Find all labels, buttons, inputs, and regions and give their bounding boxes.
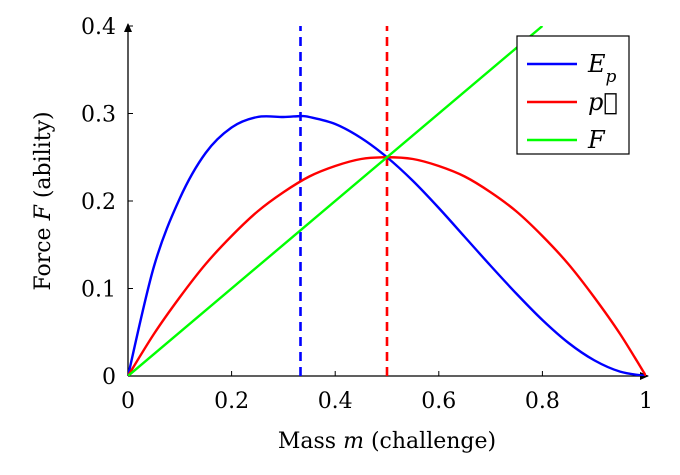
y-axis-label: Force F (ability) [31, 111, 56, 290]
x-tick-label: 0.6 [421, 389, 456, 414]
y-tick-label: 0.4 [81, 15, 116, 40]
legend-label: Ep [587, 50, 617, 87]
y-tick-label: 0 [102, 365, 116, 390]
x-tick-label: 0.8 [525, 389, 560, 414]
x-ticks: 0 0.2 0.4 0.6 0.8 1 [121, 371, 653, 414]
y-axis [124, 23, 132, 376]
series-line-2 [128, 26, 544, 376]
x-tick-label: 1 [639, 389, 653, 414]
legend-box [516, 35, 630, 155]
legend-label: F [587, 126, 606, 154]
x-tick-label: 0.2 [214, 389, 249, 414]
y-tick-label: 0.1 [81, 278, 116, 303]
x-tick-label: 0 [121, 389, 135, 414]
legend-label: p⃗ [588, 88, 618, 116]
y-tick-label: 0.3 [81, 103, 116, 128]
series-line-0 [128, 114, 646, 376]
y-axis-arrow [124, 23, 132, 32]
reference-lines [299, 26, 389, 376]
x-tick-label: 0.4 [318, 389, 353, 414]
y-ticks: 0 0.1 0.2 0.3 0.4 [81, 15, 133, 390]
y-tick-label: 0.2 [81, 190, 116, 215]
legend: Epp⃗ F [516, 35, 630, 155]
x-axis [128, 372, 649, 380]
x-axis-label: Mass m (challenge) [278, 429, 496, 454]
series-lines [128, 26, 646, 376]
